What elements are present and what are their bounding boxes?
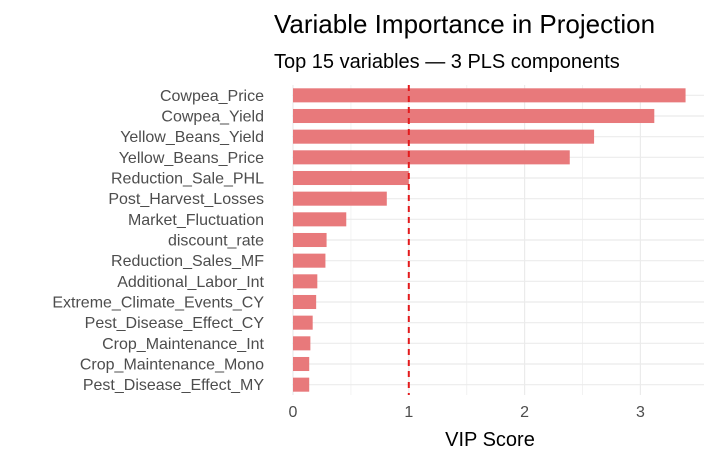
bar [293, 170, 409, 186]
y-tick-label: Crop_Maintenance_Int [102, 336, 264, 353]
x-tick-label: 1 [404, 404, 413, 421]
bar [293, 253, 326, 268]
chart-title: Variable Importance in Projection [274, 9, 655, 39]
y-tick-label: Crop_Maintenance_Mono [80, 357, 264, 374]
y-tick-label: Pest_Disease_Effect_CY [85, 315, 265, 332]
bar [293, 129, 595, 144]
y-tick-labels: Cowpea_Price Cowpea_Yield Yellow_Beans_Yie… [52, 88, 264, 394]
y-tick-label: Cowpea_Price [160, 88, 264, 105]
y-tick-label: Reduction_Sale_PHL [111, 171, 264, 188]
bar [293, 232, 327, 248]
x-axis-label: VIP Score [445, 429, 535, 451]
bar [293, 274, 318, 289]
y-tick-label: Yellow_Beans_Price [119, 150, 264, 167]
bar [293, 150, 570, 165]
y-tick-label: Yellow_Beans_Yield [120, 129, 264, 146]
x-tick-label: 0 [289, 404, 298, 421]
y-tick-label: Extreme_Climate_Events_CY [52, 295, 264, 312]
chart-subtitle: Top 15 variables — 3 PLS components [274, 51, 620, 73]
x-tick-label: 3 [636, 404, 645, 421]
bar [293, 88, 686, 103]
y-tick-label: discount_rate [168, 233, 264, 250]
x-tick-labels: 0 1 2 3 [289, 404, 645, 421]
bars-group [293, 88, 686, 392]
bar [293, 356, 310, 372]
bar [293, 212, 347, 227]
bar [293, 108, 655, 124]
bar [293, 294, 317, 310]
y-tick-label: Pest_Disease_Effect_MY [83, 377, 264, 394]
y-tick-label: Market_Fluctuation [128, 212, 264, 229]
bar [293, 315, 313, 330]
x-tick-label: 2 [520, 404, 529, 421]
y-tick-label: Post_Harvest_Losses [108, 191, 264, 208]
bar [293, 336, 311, 351]
bar [293, 377, 310, 392]
bar [293, 191, 387, 206]
y-tick-label: Reduction_Sales_MF [111, 253, 264, 270]
y-tick-label: Additional_Labor_Int [117, 274, 264, 291]
y-tick-label: Cowpea_Yield [161, 109, 264, 126]
